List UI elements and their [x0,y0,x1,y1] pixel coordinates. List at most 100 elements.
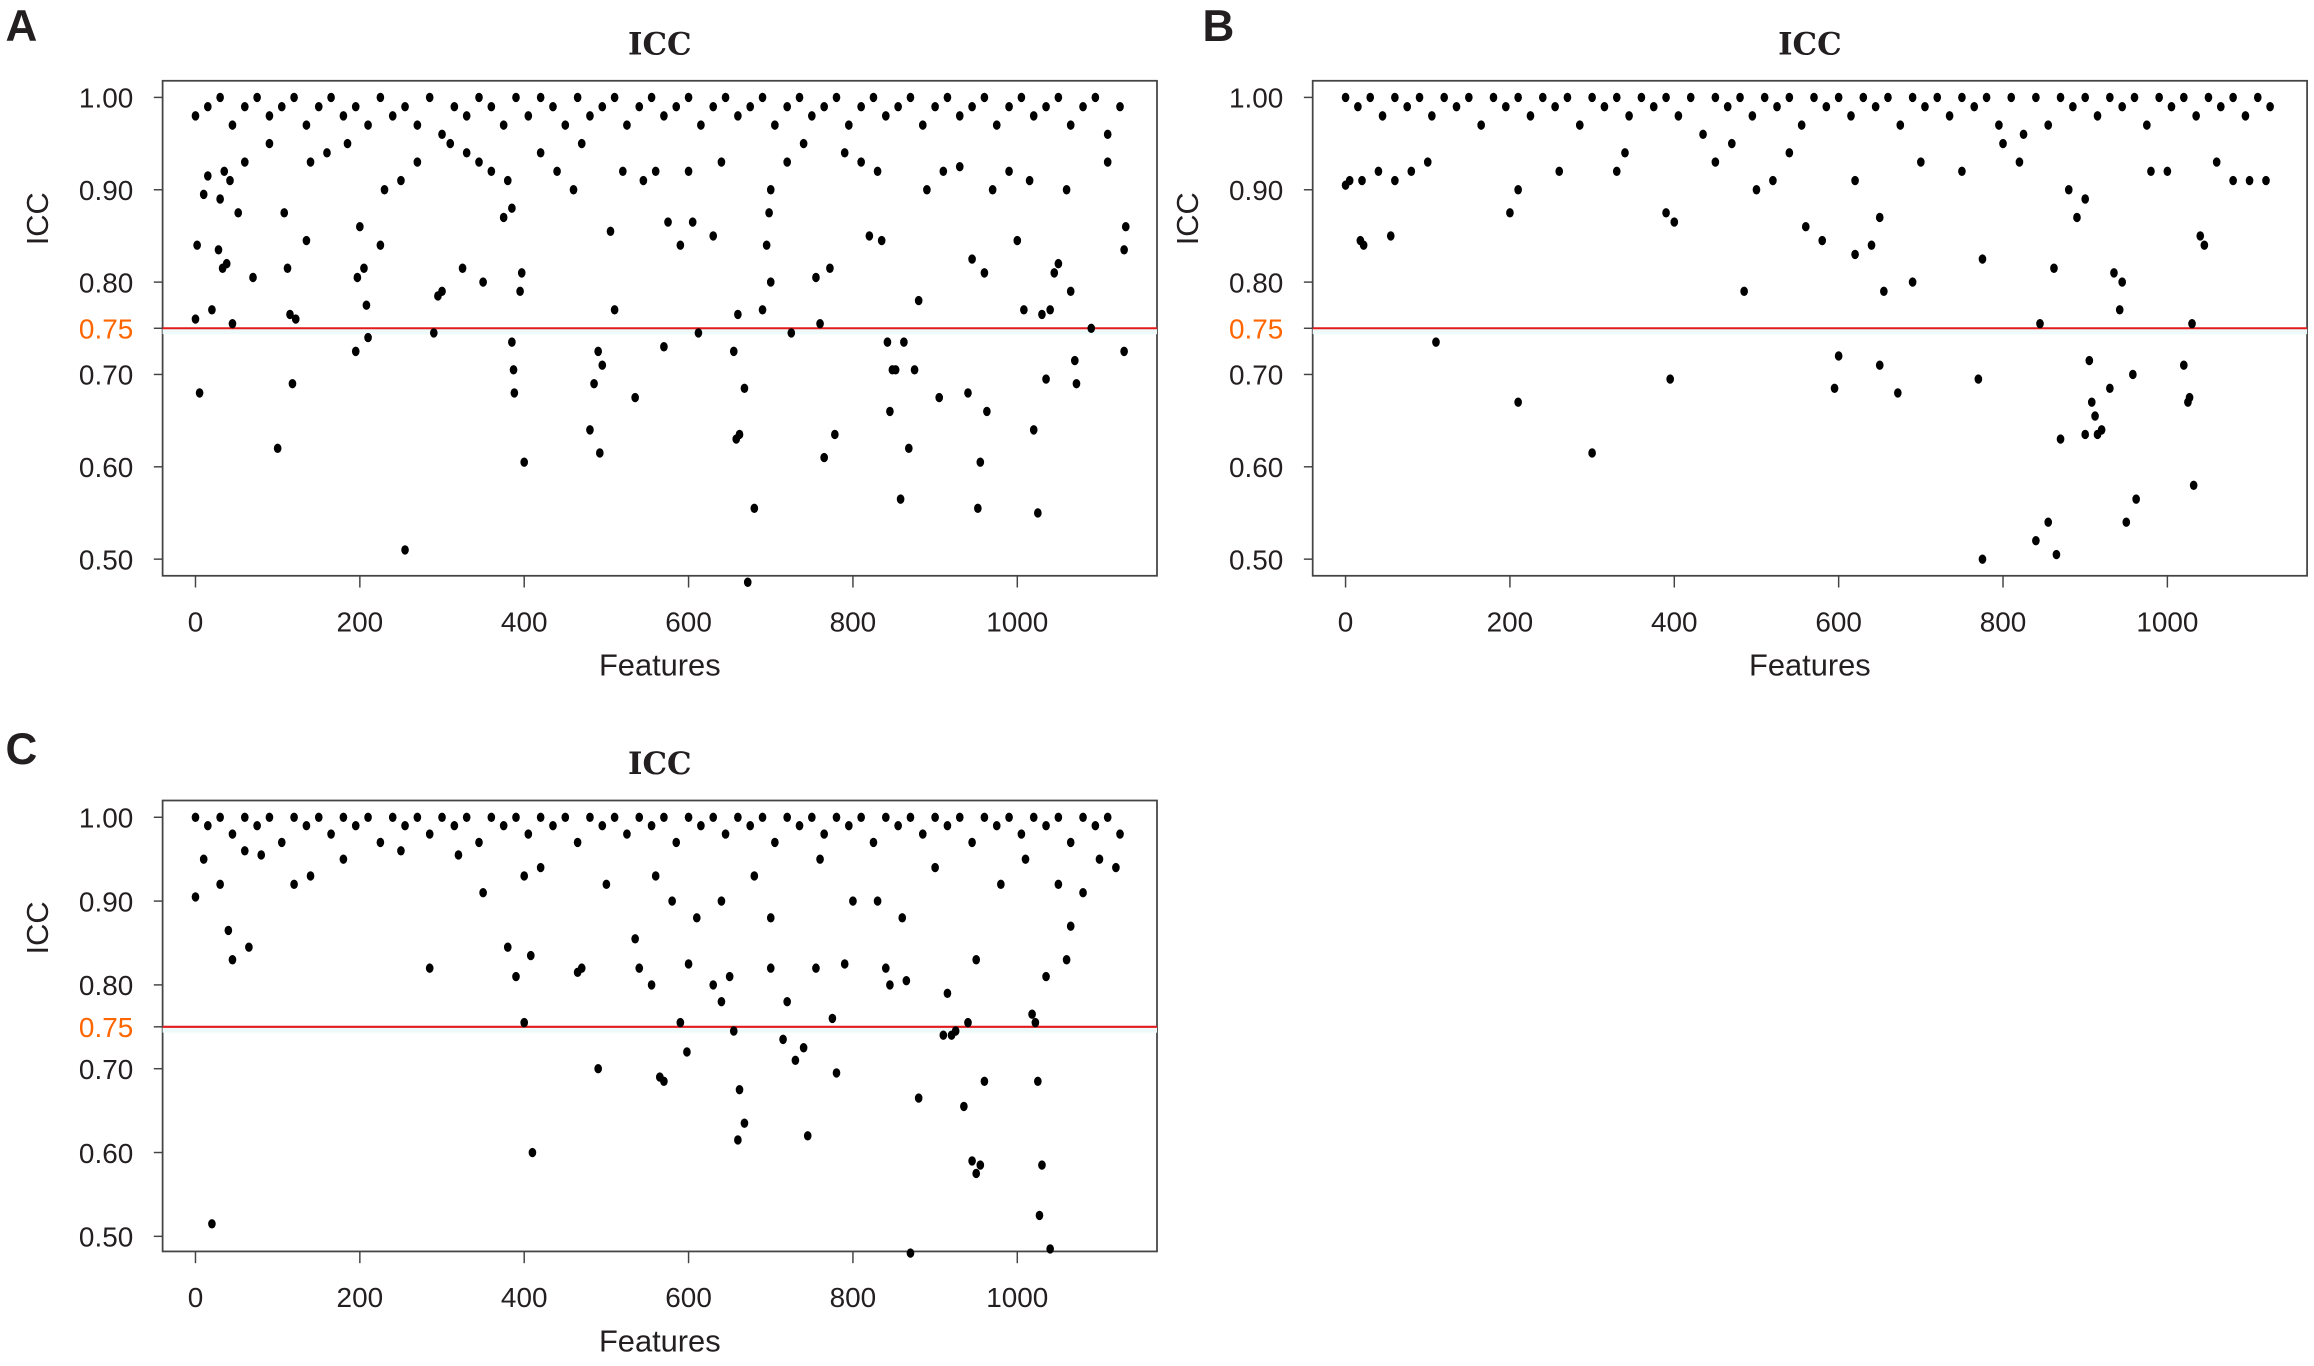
data-point [816,318,824,329]
data-point [512,971,520,982]
data-point [988,185,997,195]
data-point [1514,397,1522,407]
data-point [1859,92,1868,103]
data-point [923,185,931,195]
data-point [224,925,233,936]
data-point [577,138,586,149]
data-point [2081,92,2090,103]
data-point [425,92,434,103]
data-point [931,101,939,112]
data-point [2056,92,2065,103]
data-point [265,138,274,149]
data-point [475,837,483,848]
data-point [1021,854,1030,864]
data-point [992,120,1001,130]
data-point [1432,337,1440,347]
data-point [960,1101,968,1112]
data-point [553,166,561,176]
data-point [1031,1017,1040,1028]
data-point [302,820,311,831]
y-tick-label: 0.90 [1229,175,1283,206]
threshold-shade [162,1026,1158,1033]
data-point [1612,92,1621,103]
data-point [314,812,323,822]
data-point [1666,374,1675,384]
data-point [1818,235,1827,246]
data-point [1415,92,1424,103]
data-point [203,171,212,181]
data-point [1029,425,1038,435]
data-point [1699,129,1707,140]
data-point [1847,111,1855,121]
data-points [191,812,1124,1258]
data-point [812,963,820,973]
data-point [1050,268,1059,278]
x-tick-label: 400 [501,1282,548,1313]
data-point [931,862,939,873]
data-point [569,185,578,195]
data-point [964,1017,972,1028]
data-point [487,812,496,822]
data-point [1054,879,1063,890]
data-point [906,92,915,103]
data-point [2212,157,2221,167]
data-point [951,1026,960,1036]
data-point [1029,812,1038,822]
data-point [717,157,726,167]
data-point [487,101,496,112]
data-point [199,854,208,864]
data-point [2253,92,2262,103]
data-point [351,346,360,357]
data-point [1079,888,1087,898]
data-point [1785,148,1794,158]
data-point [1769,175,1777,186]
data-point [216,879,224,890]
data-point [799,1043,808,1053]
data-point [208,1219,216,1229]
data-point [647,980,656,990]
data-point [1477,120,1485,130]
data-point [906,812,915,822]
y-tick-label: 0.60 [79,1138,133,1169]
data-point [660,111,668,121]
data-point [623,120,631,130]
data-point [683,1047,691,1057]
data-point [1978,554,1987,564]
data-point [1995,120,2003,130]
data-point [1345,175,1354,186]
data-point [610,812,619,822]
data-point [826,263,834,273]
threshold-label: 0.75 [79,1012,133,1043]
data-point [401,820,409,831]
x-tick-label: 800 [830,1282,877,1313]
data-point [1072,378,1081,389]
x-tick-label: 800 [830,607,877,638]
data-point [1120,245,1128,255]
data-point [717,996,726,1007]
data-point [873,166,882,176]
data-point [898,913,907,923]
data-point [935,392,944,403]
data-point [265,111,274,121]
data-point [573,837,582,848]
y-tick-label: 0.70 [79,360,133,391]
data-point [549,101,557,112]
data-point [1785,92,1794,103]
data-point [594,1064,602,1074]
data-point [191,314,200,324]
data-point [1407,166,1416,176]
data-point [840,959,849,969]
data-point [734,1135,742,1145]
data-point [388,812,397,822]
data-point [245,942,253,952]
x-tick-label: 800 [1980,607,2027,638]
data-point [980,268,989,278]
data-point [766,913,775,923]
data-point [240,101,249,112]
data-point [528,1147,537,1158]
data-point [1079,101,1087,112]
data-point [725,971,734,982]
data-point [651,871,660,881]
data-point [2081,429,2090,440]
